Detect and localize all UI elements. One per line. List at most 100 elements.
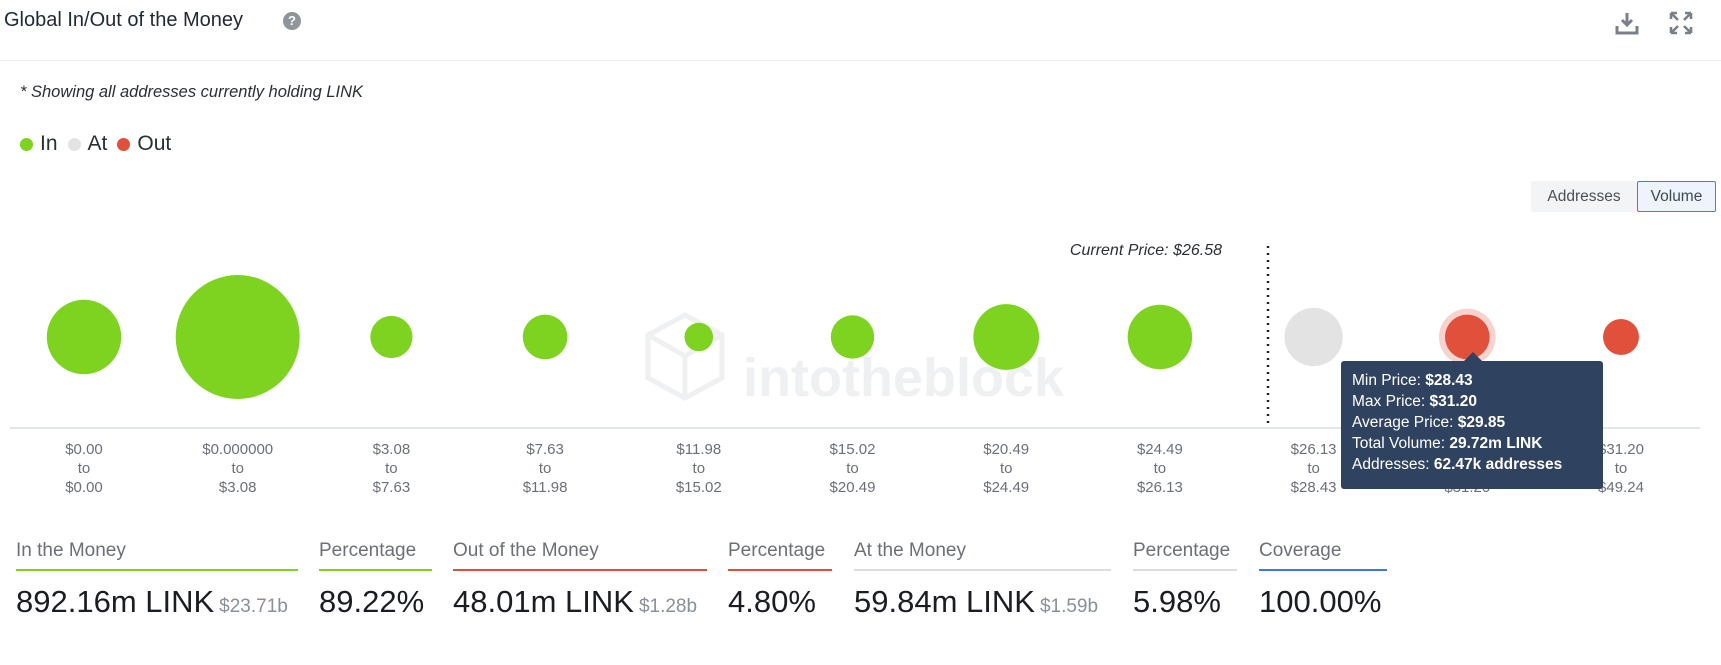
x-tick-label-6-to-word: to: [1000, 460, 1013, 477]
stat-coverage-value: 100.00%: [1259, 584, 1382, 619]
bubble-out-10[interactable]: [1603, 319, 1639, 355]
x-tick-label-10-to: $49.24: [1598, 479, 1644, 496]
download-icon[interactable]: [1614, 10, 1640, 36]
chart-legend: In At Out: [20, 132, 181, 156]
tooltip-total-volume-value: 29.72m LINK: [1449, 435, 1543, 452]
stat-coverage-label: Coverage: [1259, 540, 1387, 571]
stat-at-percentage-label: Percentage: [1133, 540, 1237, 571]
legend-item-out[interactable]: Out: [117, 132, 171, 156]
stat-out-of-the-money-value: 48.01m LINK: [453, 584, 634, 619]
expand-icon[interactable]: [1668, 10, 1694, 36]
tooltip-max-price: Max Price: $31.20: [1352, 391, 1592, 412]
page-title: Global In/Out of the Money: [4, 9, 244, 31]
x-tick-label-7-from: $24.49: [1137, 441, 1183, 458]
question-circle-icon[interactable]: ?: [283, 12, 301, 30]
x-tick-label-6-from: $20.49: [983, 441, 1029, 458]
bubble-in-5[interactable]: [830, 315, 875, 359]
tooltip-total-volume-label: Total Volume:: [1352, 435, 1446, 452]
stat-out-of-the-money-usd: $1.28b: [638, 596, 698, 617]
stat-at-percentage-value: 5.98%: [1133, 584, 1221, 619]
x-tick-label-3-from: $7.63: [526, 441, 564, 458]
x-tick-label-4-to: $15.02: [676, 479, 722, 496]
bubble-in-4[interactable]: [684, 322, 714, 352]
x-tick-label-0-to-word: to: [78, 460, 91, 477]
x-tick-label-7-to-word: to: [1154, 460, 1167, 477]
legend-item-in[interactable]: In: [20, 132, 58, 156]
x-tick-label-8-from: $26.13: [1291, 441, 1337, 458]
x-tick-label-1-to-word: to: [231, 460, 244, 477]
legend-dot-out: [117, 137, 131, 151]
x-tick-label-0-to: $0.00: [65, 479, 103, 496]
x-tick-label-0-from: $0.00: [65, 441, 103, 458]
tooltip-max-price-label: Max Price:: [1352, 393, 1426, 410]
tooltip-min-price-value: $28.43: [1425, 372, 1473, 389]
stat-out-percentage-value: 4.80%: [728, 584, 816, 619]
stat-at-the-money: At the Money 59.84m LINK $1.59b: [854, 540, 1111, 620]
bubble-at-8[interactable]: [1284, 307, 1343, 367]
stat-in-percentage: Percentage 89.22%: [319, 540, 432, 620]
x-tick-label-1-from: $0.000000: [202, 441, 273, 458]
stat-in-percentage-label: Percentage: [319, 540, 432, 571]
stat-in-the-money-label: In the Money: [16, 540, 298, 571]
legend-label-out: Out: [137, 132, 172, 155]
x-tick-label-8-to-word: to: [1307, 460, 1320, 477]
stat-in-percentage-value: 89.22%: [319, 584, 425, 619]
bubble-in-0[interactable]: [46, 299, 122, 375]
bubble-in-2[interactable]: [370, 315, 413, 359]
x-tick-label-4-from: $11.98: [676, 441, 721, 458]
tooltip-addresses-label: Addresses:: [1352, 456, 1430, 473]
stat-at-percentage: Percentage 5.98%: [1133, 540, 1237, 620]
legend-label-in: In: [40, 132, 58, 155]
x-tick-label-7-to: $26.13: [1137, 479, 1183, 496]
x-tick-label-6-to: $24.49: [983, 479, 1029, 496]
x-tick-label-10-from: $31.20: [1598, 441, 1644, 458]
tooltip-total-volume: Total Volume: 29.72m LINK: [1352, 433, 1592, 454]
holders-note: * Showing all addresses currently holdin…: [20, 83, 364, 101]
bubble-out-9[interactable]: [1444, 314, 1490, 360]
x-tick-label-5-to-word: to: [846, 460, 859, 477]
tooltip-average-price-label: Average Price:: [1352, 414, 1454, 431]
price-range-tooltip: Min Price: $28.43 Max Price: $31.20 Aver…: [1341, 352, 1603, 489]
x-tick-label-5-to: $20.49: [830, 479, 876, 496]
stat-out-percentage: Percentage 4.80%: [728, 540, 832, 620]
x-tick-label-8-to: $28.43: [1291, 479, 1337, 496]
tooltip-addresses: Addresses: 62.47k addresses: [1352, 454, 1592, 475]
x-tick-label-5-from: $15.02: [830, 441, 876, 458]
addresses-toggle-button[interactable]: Addresses: [1531, 181, 1637, 212]
current-price-label: Current Price: $26.58: [1070, 242, 1222, 259]
x-tick-label-2-to: $7.63: [373, 479, 411, 496]
tooltip-average-price-value: $29.85: [1457, 414, 1506, 431]
tooltip-min-price: Min Price: $28.43: [1352, 370, 1592, 391]
stat-at-the-money-label: At the Money: [854, 540, 1111, 571]
stat-at-the-money-usd: $1.59b: [1039, 596, 1099, 617]
stat-in-the-money-usd: $23.71b: [219, 596, 288, 617]
stat-in-the-money-value: 892.16m LINK: [16, 584, 215, 619]
bubble-in-1[interactable]: [175, 275, 300, 399]
stat-out-percentage-label: Percentage: [728, 540, 832, 571]
header-bar: Global In/Out of the Money ?: [0, 0, 1721, 61]
bubble-in-6[interactable]: [973, 304, 1040, 370]
x-tick-label-3-to: $11.98: [523, 479, 568, 496]
tooltip-addresses-value: 62.47k addresses: [1433, 456, 1563, 473]
bubble-in-3[interactable]: [522, 314, 568, 360]
x-tick-label-3-to-word: to: [539, 460, 552, 477]
x-tick-label-10-to-word: to: [1615, 460, 1628, 477]
tooltip-min-price-label: Min Price:: [1352, 372, 1421, 389]
volume-toggle-button[interactable]: Volume: [1637, 181, 1716, 212]
x-tick-label-2-to-word: to: [385, 460, 398, 477]
x-tick-label-1-to: $3.08: [219, 479, 257, 496]
stat-coverage: Coverage 100.00%: [1259, 540, 1387, 620]
stat-at-the-money-value: 59.84m LINK: [854, 584, 1035, 619]
tooltip-max-price-value: $31.20: [1429, 393, 1477, 410]
legend-label-at: At: [87, 132, 108, 155]
legend-item-at[interactable]: At: [67, 132, 108, 156]
stat-out-of-the-money-label: Out of the Money: [453, 540, 707, 571]
tooltip-average-price: Average Price: $29.85: [1352, 412, 1592, 433]
stat-out-of-the-money: Out of the Money 48.01m LINK $1.28b: [453, 540, 707, 620]
legend-dot-in: [20, 137, 33, 151]
bubble-in-7[interactable]: [1127, 304, 1193, 370]
x-tick-label-2-from: $3.08: [373, 441, 411, 458]
x-tick-label-4-to-word: to: [693, 460, 706, 477]
legend-dot-at: [67, 137, 81, 151]
stat-in-the-money: In the Money 892.16m LINK $23.71b: [16, 540, 298, 620]
